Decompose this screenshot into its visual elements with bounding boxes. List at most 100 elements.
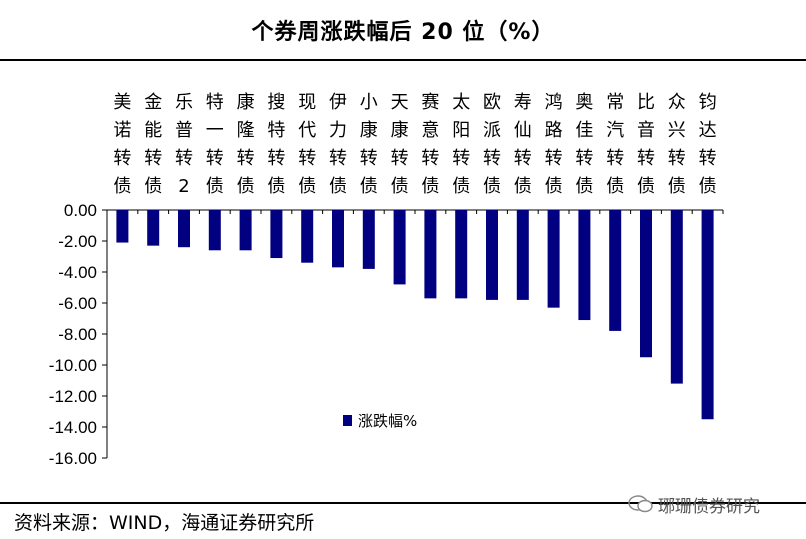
category-label: 转 (452, 148, 470, 169)
category-label: 转 (575, 148, 593, 169)
category-label: 转 (545, 148, 563, 169)
category-label: 佳 (575, 120, 593, 141)
category-label: 债 (237, 176, 255, 197)
bar (208, 210, 221, 251)
category-label: 债 (452, 176, 470, 197)
category-label: 债 (267, 176, 285, 197)
category-label: 转 (637, 148, 655, 169)
y-tick-label: 0.00 (64, 201, 97, 220)
top-divider (0, 59, 806, 61)
y-tick-label: -14.00 (49, 418, 97, 437)
category-label: 音 (637, 120, 655, 141)
category-label: 隆 (237, 120, 255, 141)
y-tick-label: -16.00 (49, 449, 97, 468)
category-label: 特 (206, 92, 224, 113)
source-note: 资料来源：WIND，海通证券研究所 (14, 512, 315, 534)
category-label: 现 (298, 92, 316, 113)
category-label: 转 (699, 148, 717, 169)
bar (393, 210, 406, 285)
category-label: 债 (144, 176, 162, 197)
bar (455, 210, 468, 299)
category-label: 康 (391, 120, 409, 141)
bar (701, 210, 714, 420)
category-label: 债 (514, 176, 532, 197)
category-label: 债 (391, 176, 409, 197)
page-title: 个券周涨跌幅后 20 位（%） (251, 20, 555, 45)
category-label: 达 (699, 120, 717, 141)
category-label: 转 (298, 148, 316, 169)
category-label: 金 (144, 92, 162, 113)
legend-swatch (343, 415, 352, 426)
category-label: 转 (668, 148, 686, 169)
bar (362, 210, 375, 269)
category-label: 派 (483, 120, 501, 141)
category-label: 仙 (514, 120, 532, 141)
category-label: 天 (391, 92, 409, 113)
category-label: 鸿 (545, 92, 563, 113)
category-label: 能 (144, 120, 162, 141)
bar (332, 210, 344, 268)
bar (178, 210, 190, 248)
title-bar: 个券周涨跌幅后 20 位（%） (0, 0, 806, 60)
bar-chart: 0.00 -2.00 -4.00 -6.00 -8.00 -10.00 -12.00 -14.… (49, 92, 724, 468)
wechat-icon (628, 495, 653, 513)
category-label: 转 (267, 148, 285, 169)
category-label: 汽 (606, 120, 624, 141)
category-label: 搜 (267, 92, 285, 113)
category-label: 力 (329, 120, 347, 141)
category-label: 美 (113, 92, 131, 113)
category-label: 转 (391, 148, 409, 169)
category-label: 债 (699, 176, 717, 197)
category-label: 债 (421, 176, 439, 197)
category-label: 奥 (575, 92, 593, 113)
category-label: 代 (298, 120, 316, 141)
category-label: 寿 (514, 92, 532, 113)
category-label: 债 (483, 176, 501, 197)
category-label: 债 (298, 176, 316, 197)
category-label: 债 (606, 176, 624, 197)
category-label: 小 (360, 92, 378, 113)
category-label: 转 (237, 148, 255, 169)
category-label: 2 (178, 176, 189, 197)
category-label: 债 (206, 176, 224, 197)
category-label: 转 (329, 148, 347, 169)
category-label: 转 (206, 148, 224, 169)
category-label: 债 (668, 176, 686, 197)
bar (640, 210, 652, 358)
bar (239, 210, 252, 251)
category-label: 意 (421, 120, 439, 141)
category-label: 乐 (175, 92, 193, 113)
category-label: 比 (637, 92, 655, 113)
category-label: 伊 (329, 92, 347, 113)
category-label: 转 (514, 148, 532, 169)
bar (424, 210, 437, 299)
legend-label: 涨跌幅% (358, 412, 417, 430)
bar (578, 210, 591, 321)
category-label: 兴 (668, 120, 686, 141)
category-label: 转 (144, 148, 162, 169)
category-label: 赛 (421, 92, 439, 113)
category-label: 债 (575, 176, 593, 197)
category-label: 债 (360, 176, 378, 197)
category-label: 债 (545, 176, 563, 197)
category-label: 转 (483, 148, 501, 169)
bar (547, 210, 560, 308)
category-label: 诺 (113, 120, 131, 141)
category-label: 转 (175, 148, 193, 169)
watermark: 琊珊债券研究 (658, 497, 760, 517)
category-label: 债 (113, 176, 131, 197)
category-label: 常 (606, 92, 624, 113)
category-label: 转 (113, 148, 131, 169)
bar (670, 210, 683, 384)
category-label: 债 (329, 176, 347, 197)
category-label: 普 (175, 120, 193, 141)
category-label: 路 (545, 120, 563, 141)
bar (270, 210, 283, 259)
category-label: 转 (360, 148, 378, 169)
bottom-divider (0, 502, 806, 504)
category-label: 特 (267, 120, 285, 141)
category-label: 一 (206, 120, 224, 141)
category-label: 转 (606, 148, 624, 169)
y-tick-label: -12.00 (49, 387, 97, 406)
y-tick-label: -4.00 (58, 263, 97, 282)
